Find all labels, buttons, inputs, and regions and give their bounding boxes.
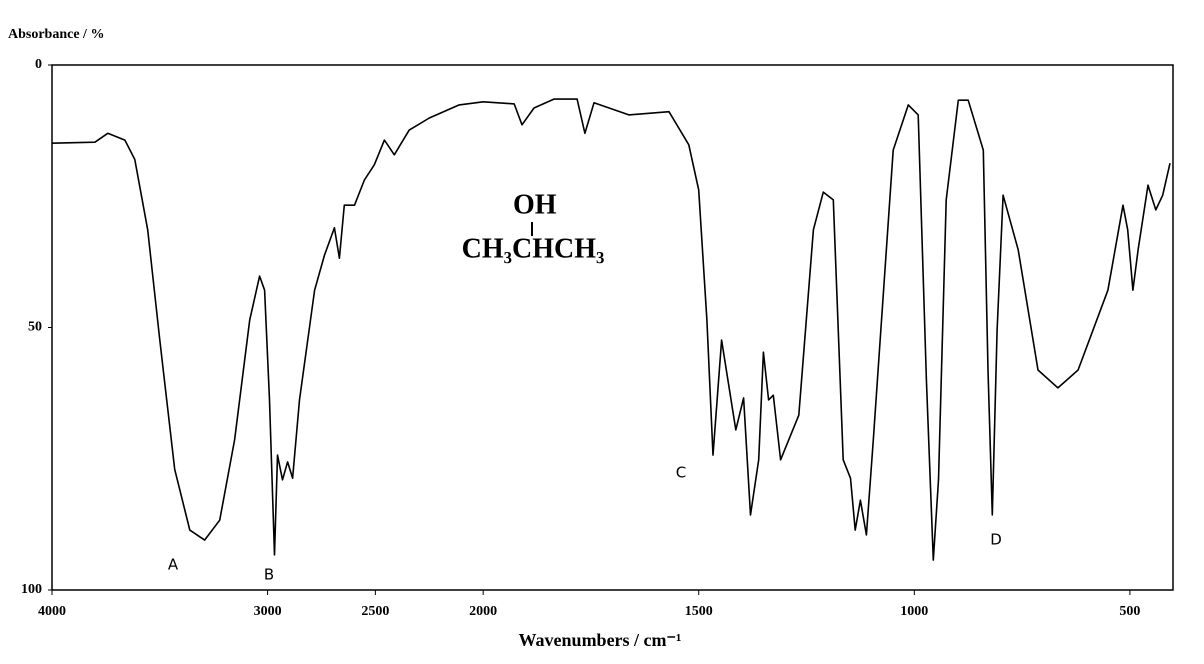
- peak-annotation: B: [264, 566, 274, 584]
- plot-frame: [51, 64, 1174, 591]
- x-tick-label: 1500: [685, 604, 713, 619]
- y-axis-label: Absorbance / %: [8, 27, 104, 42]
- x-axis-label: Wavenumbers / cm⁻¹: [519, 630, 682, 650]
- peak-annotation: C: [676, 464, 686, 482]
- y-tick-label: 50: [28, 320, 42, 335]
- structure-oh: OH: [513, 189, 557, 220]
- x-tick-label: 3000: [254, 604, 282, 619]
- x-tick-label: 500: [1119, 604, 1140, 619]
- spectrum-line: [51, 98, 1171, 561]
- peak-annotation: A: [168, 556, 179, 574]
- x-tick-label: 1000: [900, 604, 928, 619]
- y-tick-label: 100: [21, 582, 42, 597]
- x-tick-label: 2500: [361, 604, 389, 619]
- x-tick-label: 4000: [38, 604, 66, 619]
- x-tick-label: 2000: [469, 604, 497, 619]
- structure-chain: CH₃CHCH₃: [462, 233, 605, 264]
- peak-annotation: D: [990, 531, 1002, 549]
- y-tick-label: 0: [35, 57, 42, 72]
